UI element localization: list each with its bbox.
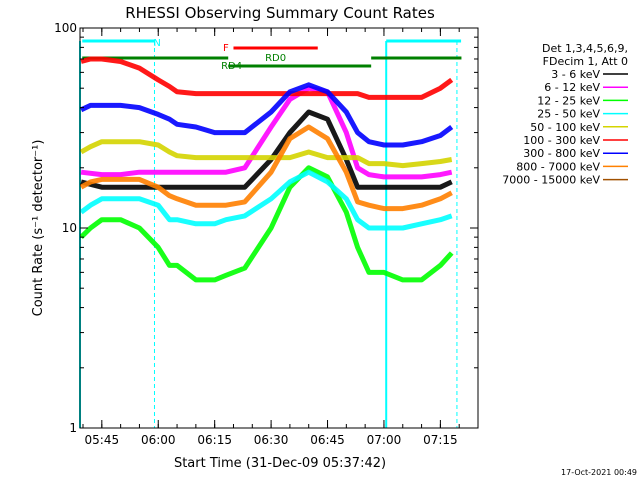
annotation-rd0: RD0: [265, 53, 286, 64]
series-line-4: [79, 139, 453, 169]
y-tick-label: 100: [54, 21, 77, 35]
legend-entry-0: 3 - 6 keV: [551, 68, 600, 81]
footer-date: 17-Oct-2021 00:49: [561, 468, 637, 477]
x-axis-label: Start Time (31-Dec-09 05:37:42): [174, 456, 386, 471]
legend-header: Det 1,3,4,5,6,9,: [542, 42, 628, 55]
y-tick-label: 10: [62, 221, 77, 235]
x-tick-label: 07:15: [423, 433, 458, 447]
legend-entry-8: 7000 - 15000 keV: [502, 174, 600, 187]
x-tick-label: 06:30: [254, 433, 289, 447]
series-line-2: [79, 165, 454, 283]
series-line-1: [80, 85, 453, 180]
legend-entry-5: 100 - 300 keV: [523, 134, 600, 147]
legend-entry-2: 12 - 25 keV: [537, 94, 600, 107]
legend-entry-7: 800 - 7000 keV: [516, 160, 600, 173]
x-tick-label: 06:00: [141, 433, 176, 447]
legend-entry-4: 50 - 100 keV: [530, 121, 600, 134]
x-tick-label: 06:45: [310, 433, 345, 447]
series-line-3: [79, 169, 453, 231]
series-line-5: [80, 56, 454, 100]
y-tick-label: 1: [69, 421, 77, 435]
chart-title: RHESSI Observing Summary Count Rates: [125, 4, 435, 22]
legend-entry-6: 300 - 800 keV: [523, 147, 600, 160]
series-line-6: [80, 82, 454, 148]
annotation-f: F: [223, 43, 229, 54]
x-tick-label: 06:15: [197, 433, 232, 447]
annotation-n: N: [153, 38, 160, 49]
x-tick-label: 05:45: [85, 433, 120, 447]
legend-entry-3: 25 - 50 keV: [537, 108, 600, 121]
x-tick-label: 07:00: [367, 433, 402, 447]
legend-entry-1: 6 - 12 keV: [544, 81, 600, 94]
y-axis-label: Count Rate (s⁻¹ detector⁻¹): [31, 140, 46, 317]
series-line-0: [80, 109, 453, 190]
series-line-7: [79, 124, 453, 212]
legend-header: FDecim 1, Att 0: [543, 55, 628, 68]
